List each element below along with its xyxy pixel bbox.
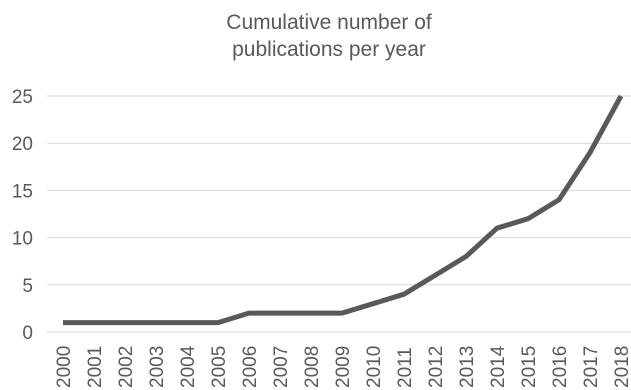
x-tick-label: 2001 [85, 346, 106, 388]
y-tick-label: 0 [22, 323, 33, 344]
x-tick-label: 2003 [147, 346, 168, 388]
series-layer [63, 94, 624, 326]
x-tick-label: 2016 [550, 346, 571, 388]
y-tick-label: 20 [12, 134, 33, 155]
x-tick-label: 2005 [209, 346, 230, 388]
gridlines [47, 95, 631, 333]
x-tick-label: 2009 [333, 346, 354, 388]
x-tick-label: 2018 [612, 346, 631, 388]
x-tick-label: 2013 [457, 346, 478, 388]
x-tick-label: 2002 [116, 346, 137, 388]
x-tick-label: 2008 [302, 346, 323, 388]
x-tick-label: 2012 [426, 346, 447, 388]
y-tick-label: 5 [22, 276, 33, 297]
y-axis-ticks: 0 5 10 15 20 25 [12, 87, 33, 344]
x-tick-label: 2007 [271, 346, 292, 388]
x-tick-label: 2011 [395, 347, 416, 388]
x-tick-label: 2006 [240, 346, 261, 388]
x-tick-label: 2015 [519, 346, 540, 388]
x-tick-label: 2010 [364, 346, 385, 388]
series-line [63, 94, 624, 326]
y-tick-label: 15 [12, 181, 33, 202]
chart-title: Cumulative number of publications per ye… [0, 9, 631, 63]
x-tick-label: 2004 [178, 345, 199, 388]
chart-title-line-1: Cumulative number of [226, 11, 432, 34]
x-tick-label: 2017 [581, 346, 602, 388]
y-tick-label: 10 [12, 229, 33, 250]
x-tick-label: 2000 [54, 346, 75, 388]
y-tick-label: 25 [12, 87, 33, 108]
x-axis-ticks: 2000 2001 2002 2003 2004 2005 2006 2007 2008 2009… [54, 345, 631, 388]
chart-title-line-2: publications per year [232, 38, 426, 61]
x-tick-label: 2014 [488, 345, 509, 388]
